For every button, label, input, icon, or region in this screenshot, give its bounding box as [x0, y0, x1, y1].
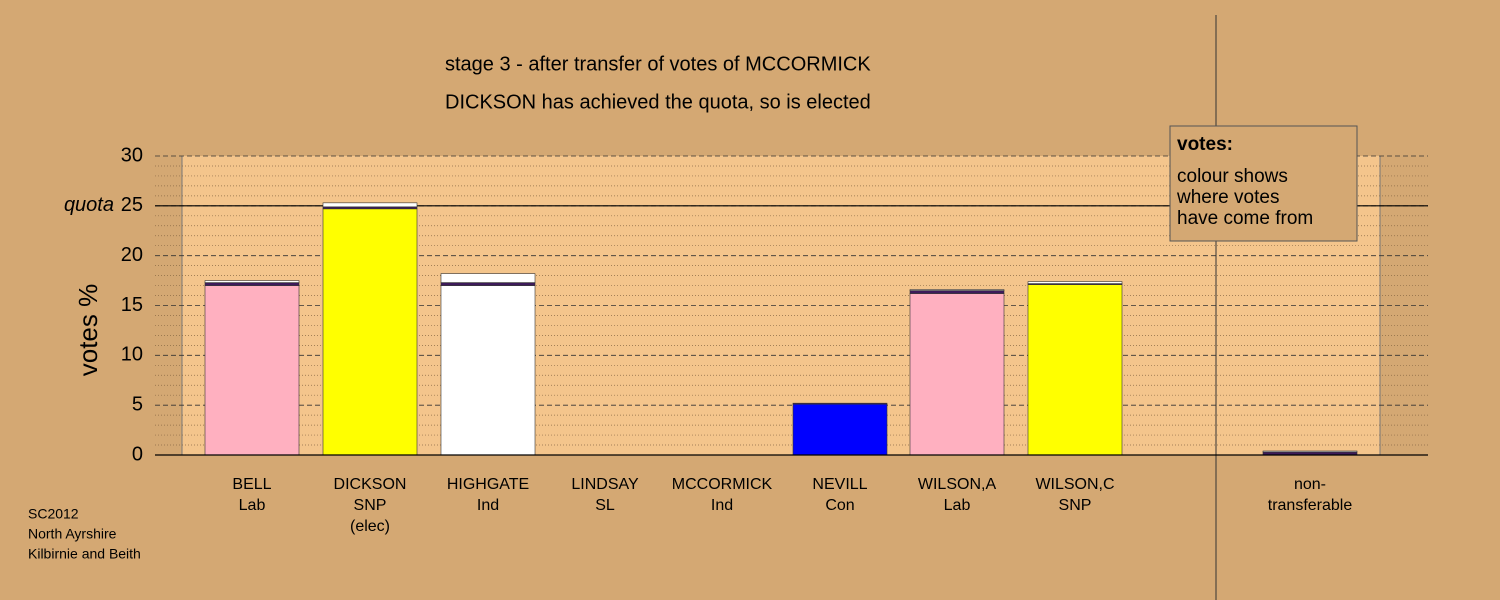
- chart-subtitle: DICKSON has achieved the quota, so is el…: [445, 91, 871, 113]
- bar-segment: [909, 293, 1005, 456]
- legend-box: [1169, 125, 1358, 242]
- x-tick-label: MCCORMICK: [672, 476, 773, 493]
- bar-segment: [1262, 450, 1358, 453]
- x-tick-label: Ind: [477, 497, 499, 514]
- bar-segment: [440, 285, 536, 456]
- y-tick-label: 30: [121, 144, 143, 166]
- y-tick-label: 20: [121, 244, 143, 266]
- legend-title: votes:: [1177, 134, 1233, 155]
- legend-text: where votes: [1176, 187, 1279, 208]
- bar-segment: [204, 280, 300, 283]
- bar-segment: [909, 290, 1005, 294]
- footer-text: North Ayrshire: [28, 526, 117, 542]
- x-tick-label: DICKSON: [334, 476, 407, 493]
- quota-label: quota: [64, 194, 114, 216]
- x-tick-label: non-: [1294, 476, 1326, 493]
- bar-segment: [1027, 284, 1123, 456]
- x-tick-label: SNP: [1059, 497, 1092, 514]
- x-tick-label: Lab: [944, 497, 971, 514]
- x-tick-label: WILSON,C: [1035, 476, 1114, 493]
- x-tick-label: NEVILL: [812, 476, 867, 493]
- x-tick-label: (elec): [350, 518, 390, 535]
- x-tick-label: BELL: [232, 476, 271, 493]
- y-tick-label: 15: [121, 294, 143, 316]
- y-tick-label: 5: [132, 393, 143, 415]
- bar-segment: [440, 273, 536, 283]
- footer-text: SC2012: [28, 506, 79, 522]
- bar-segment: [204, 282, 300, 286]
- legend-text: colour shows: [1177, 166, 1288, 187]
- x-tick-label: WILSON,A: [918, 476, 997, 493]
- x-tick-label: SL: [595, 497, 615, 514]
- y-tick-label: 10: [121, 344, 143, 366]
- bar-segment: [1027, 281, 1123, 284]
- bar-segment: [792, 402, 888, 405]
- x-tick-label: transferable: [1268, 497, 1353, 514]
- bar-segment: [322, 208, 418, 456]
- chart-title: stage 3 - after transfer of votes of MCC…: [445, 53, 871, 75]
- bar-segment: [792, 403, 888, 456]
- bar-segment: [440, 282, 536, 286]
- y-axis-label: votes %: [73, 284, 103, 377]
- y-tick-label: 25: [121, 194, 143, 216]
- x-tick-label: HIGHGATE: [447, 476, 529, 493]
- bar-segment: [204, 285, 300, 456]
- x-tick-label: LINDSAY: [571, 476, 639, 493]
- legend-text: have come from: [1177, 208, 1313, 229]
- x-tick-label: SNP: [354, 497, 387, 514]
- x-tick-label: Ind: [711, 497, 733, 514]
- bar-segment: [909, 289, 1005, 291]
- x-tick-label: Con: [825, 497, 854, 514]
- x-tick-label: Lab: [239, 497, 266, 514]
- y-tick-label: 0: [132, 443, 143, 465]
- legend: votes: colour shows where votes have com…: [1169, 125, 1358, 242]
- bar-segment: [322, 202, 418, 208]
- footer-text: Kilbirnie and Beith: [28, 546, 141, 562]
